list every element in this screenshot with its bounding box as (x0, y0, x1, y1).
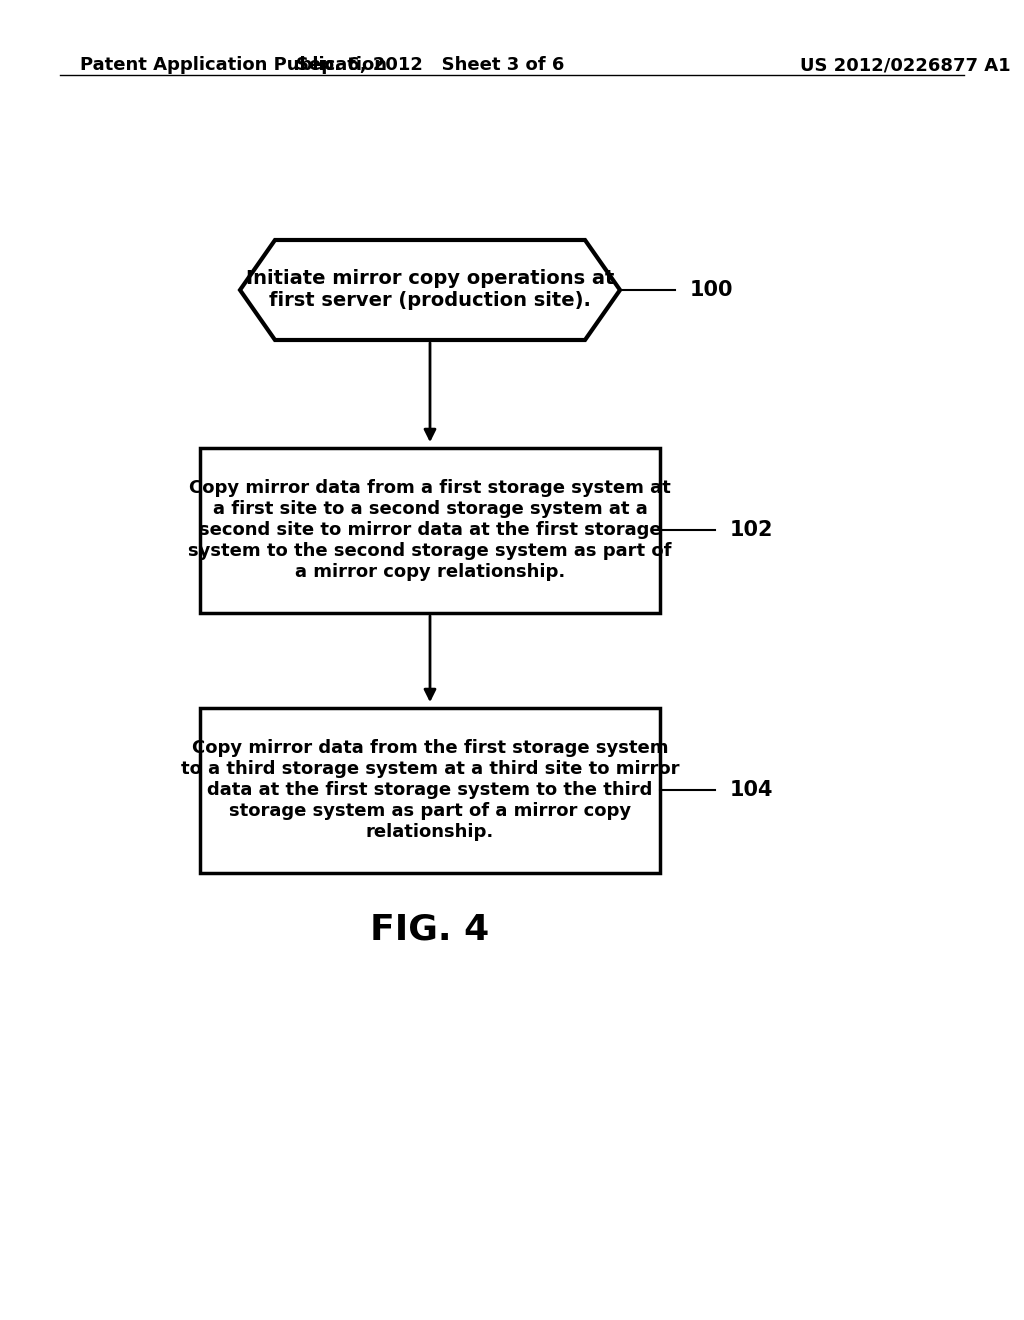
Bar (200, 708, 660, 873)
Polygon shape (240, 240, 620, 341)
Text: FIG. 4: FIG. 4 (371, 913, 489, 946)
Text: 100: 100 (690, 280, 733, 300)
Text: 104: 104 (730, 780, 773, 800)
Text: Copy mirror data from the first storage system
to a third storage system at a th: Copy mirror data from the first storage … (181, 739, 679, 841)
Bar (200, 447, 660, 612)
Text: Initiate mirror copy operations at
first server (production site).: Initiate mirror copy operations at first… (246, 269, 614, 310)
Text: Copy mirror data from a first storage system at
a first site to a second storage: Copy mirror data from a first storage sy… (188, 479, 672, 581)
Text: 102: 102 (730, 520, 773, 540)
Text: Patent Application Publication: Patent Application Publication (80, 55, 387, 74)
Text: Sep. 6, 2012   Sheet 3 of 6: Sep. 6, 2012 Sheet 3 of 6 (296, 55, 564, 74)
Text: US 2012/0226877 A1: US 2012/0226877 A1 (800, 55, 1011, 74)
